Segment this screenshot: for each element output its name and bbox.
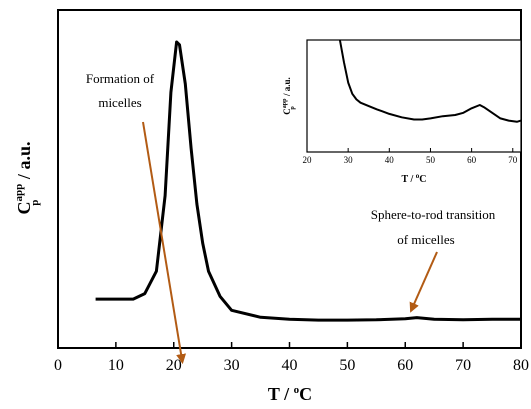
inset-x-tick-label: 60	[467, 155, 477, 165]
svg-text:Cappp / a.u.: Cappp / a.u.	[282, 77, 296, 115]
inset-y-axis-title-symbol: C	[282, 108, 292, 115]
inset-y-axis-title: Capp p / a.u.	[282, 77, 296, 115]
annotation-formation-line1: Formation of	[86, 71, 155, 86]
inset-y-axis-title-superscript: app	[282, 98, 288, 108]
main-x-axis-title-degree: o	[294, 384, 300, 396]
annotation-transition-line1: Sphere-to-rod transition	[371, 207, 496, 222]
annotation-formation-arrow	[142, 121, 187, 365]
main-y-axis-title-unit: / a.u.	[14, 142, 34, 184]
main-y-axis-title-subscript: p	[29, 200, 41, 206]
main-x-tick-label: 70	[455, 357, 471, 374]
main-x-tick-label: 10	[108, 357, 124, 374]
main-x-axis: 0 10 20 30 40 50 60 70 80	[54, 342, 529, 374]
inset-x-axis-title: T / oC	[401, 172, 426, 185]
inset-x-tick-label: 70	[508, 155, 518, 165]
main-x-tick-label: 60	[397, 357, 413, 374]
inset-y-axis-title-subscript: p	[290, 106, 296, 110]
inset-x-tick-label: 20	[303, 155, 313, 165]
main-x-tick-label: 20	[166, 357, 182, 374]
inset-data-line	[338, 39, 522, 123]
inset-x-axis-title-degree: o	[416, 172, 420, 180]
main-y-axis-title-superscript: app	[13, 184, 25, 202]
main-x-tick-label: 0	[54, 357, 62, 374]
inset-x-axis: 20 30 40 50 60 70	[303, 148, 518, 165]
main-x-tick-label: 80	[513, 357, 529, 374]
inset-x-tick-label: 40	[385, 155, 395, 165]
main-x-axis-title: T / oC	[268, 384, 312, 404]
main-x-tick-label: 30	[224, 357, 240, 374]
annotation-transition-arrow	[409, 251, 438, 313]
inset-x-tick-label: 30	[344, 155, 354, 165]
inset-plot-frame	[306, 39, 522, 153]
annotation-transition-line2: of micelles	[397, 232, 454, 247]
inset-x-axis-title-text: T /	[401, 174, 415, 185]
main-x-tick-label: 40	[282, 357, 298, 374]
main-y-axis-title-symbol: C	[14, 201, 34, 214]
inset-x-tick-label: 50	[426, 155, 436, 165]
main-x-axis-title-unit: C	[299, 384, 312, 404]
inset-background	[307, 40, 521, 152]
inset-x-axis-title-unit: C	[419, 174, 426, 185]
annotation-formation-line2: micelles	[98, 95, 141, 110]
main-x-tick-label: 50	[339, 357, 355, 374]
main-x-axis-title-text: T /	[268, 384, 294, 404]
main-y-axis-title: Cappp / a.u.	[13, 142, 41, 215]
inset-y-axis-title-unit: / a.u.	[282, 77, 292, 98]
svg-text:Cappp / a.u.: Cappp / a.u.	[13, 142, 41, 215]
main-data-line	[95, 40, 521, 322]
